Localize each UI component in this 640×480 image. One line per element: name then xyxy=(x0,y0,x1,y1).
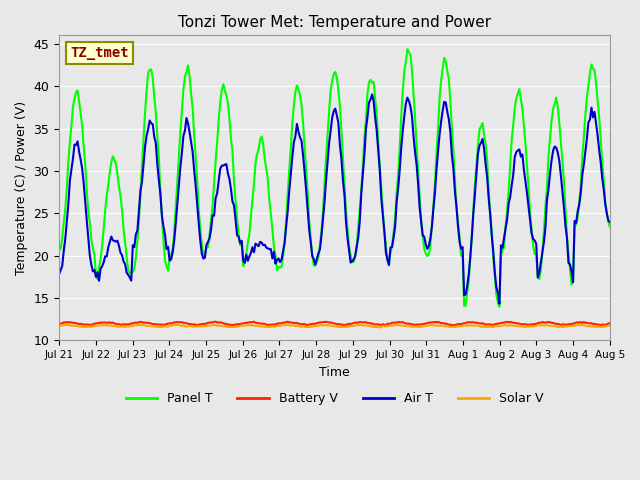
Panel T xyxy=(296,92,304,98)
Solar V xyxy=(55,323,63,329)
Air T xyxy=(606,219,614,225)
Line: Battery V: Battery V xyxy=(59,322,610,325)
Battery V xyxy=(579,320,586,326)
Air T xyxy=(579,172,586,178)
Air T xyxy=(220,163,227,168)
Battery V xyxy=(123,322,131,327)
Battery V xyxy=(221,321,228,326)
Text: TZ_tmet: TZ_tmet xyxy=(70,46,129,60)
Line: Air T: Air T xyxy=(59,95,610,304)
Solar V xyxy=(376,324,383,330)
Air T xyxy=(368,92,376,97)
Solar V xyxy=(123,324,131,329)
X-axis label: Time: Time xyxy=(319,366,350,379)
Battery V xyxy=(248,319,256,325)
Solar V xyxy=(238,323,246,328)
Panel T xyxy=(495,304,503,310)
Panel T xyxy=(247,213,255,219)
Air T xyxy=(123,270,131,276)
Battery V xyxy=(239,321,247,326)
Panel T xyxy=(579,155,586,160)
Y-axis label: Temperature (C) / Power (V): Temperature (C) / Power (V) xyxy=(15,101,28,275)
Solar V xyxy=(247,322,255,328)
Title: Tonzi Tower Met: Temperature and Power: Tonzi Tower Met: Temperature and Power xyxy=(178,15,491,30)
Panel T xyxy=(238,242,246,248)
Solar V xyxy=(296,324,304,330)
Battery V xyxy=(298,322,305,327)
Battery V xyxy=(606,321,614,326)
Air T xyxy=(238,238,246,244)
Air T xyxy=(296,134,304,140)
Solar V xyxy=(606,323,614,328)
Air T xyxy=(495,301,503,307)
Air T xyxy=(55,271,63,277)
Legend: Panel T, Battery V, Air T, Solar V: Panel T, Battery V, Air T, Solar V xyxy=(120,387,548,410)
Battery V xyxy=(449,323,457,328)
Solar V xyxy=(356,322,364,327)
Line: Solar V: Solar V xyxy=(59,324,610,327)
Line: Panel T: Panel T xyxy=(59,49,610,307)
Panel T xyxy=(606,224,614,230)
Solar V xyxy=(220,324,227,329)
Panel T xyxy=(123,254,131,260)
Solar V xyxy=(579,322,586,328)
Battery V xyxy=(55,321,63,326)
Panel T xyxy=(55,247,63,253)
Air T xyxy=(247,250,255,256)
Panel T xyxy=(220,82,227,87)
Battery V xyxy=(212,319,220,324)
Panel T xyxy=(404,47,412,52)
